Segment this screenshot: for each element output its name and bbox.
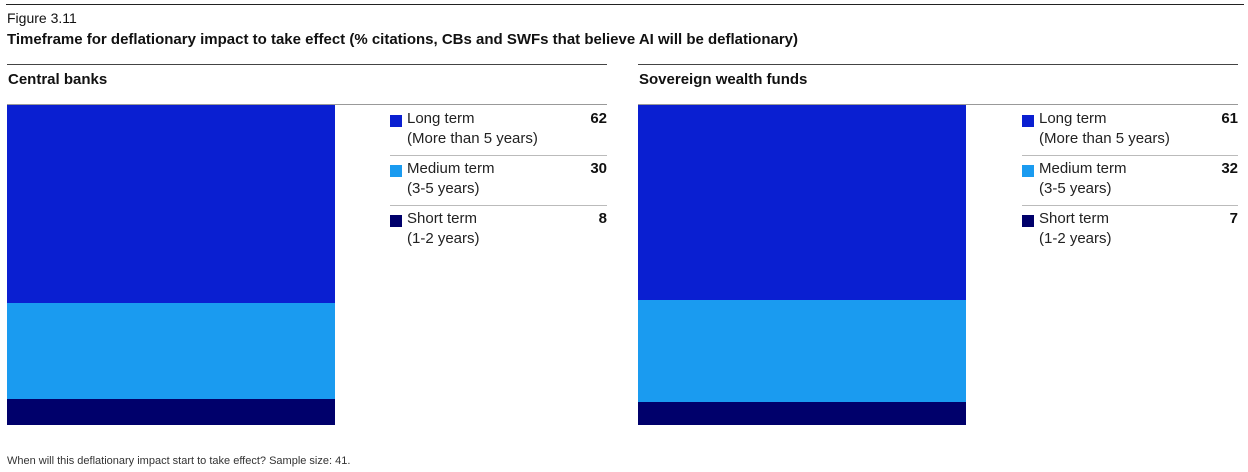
- legend-detail: (1-2 years): [1039, 230, 1112, 247]
- stacked-bar: [7, 105, 335, 425]
- panel-title: Central banks: [8, 71, 108, 88]
- legend-label: Long term: [407, 110, 475, 127]
- footnote: When will this deflationary impact start…: [7, 455, 351, 467]
- panel-rule-lower: [638, 104, 1238, 105]
- stacked-bar: [638, 105, 966, 425]
- legend-detail: (More than 5 years): [1039, 130, 1170, 147]
- panel-title: Sovereign wealth funds: [639, 71, 808, 88]
- legend-detail: (More than 5 years): [407, 130, 538, 147]
- legend-separator: [1022, 205, 1238, 206]
- legend-item: Short term (1-2 years) 7: [1022, 205, 1238, 255]
- legend-swatch: [1022, 115, 1034, 127]
- legend-label: Medium term: [1039, 160, 1127, 177]
- legend-label: Medium term: [407, 160, 495, 177]
- bar-segment-long-term: [7, 105, 335, 303]
- legend-value: 8: [598, 210, 607, 227]
- bar-segment-medium-term: [7, 303, 335, 399]
- top-rule: [6, 4, 1244, 5]
- legend-value: 7: [1229, 210, 1238, 227]
- legend-separator: [390, 155, 607, 156]
- panel-sovereign-wealth-funds: Sovereign wealth funds Long term (More th…: [638, 64, 1238, 426]
- panel-rule-lower: [7, 104, 607, 105]
- bar-segment-medium-term: [638, 300, 966, 402]
- legend-label: Long term: [1039, 110, 1107, 127]
- panel-central-banks: Central banks Long term (More than 5 year…: [7, 64, 607, 426]
- legend-swatch: [1022, 165, 1034, 177]
- legend-label: Short term: [1039, 210, 1110, 227]
- figure-title: Timeframe for deflationary impact to tak…: [7, 31, 799, 48]
- legend-detail: (3-5 years): [407, 180, 480, 197]
- bar-segment-short-term: [638, 402, 966, 425]
- legend-item: Medium term (3-5 years) 30: [390, 155, 607, 205]
- legend-item: Long term (More than 5 years) 61: [1022, 105, 1238, 155]
- legend-detail: (3-5 years): [1039, 180, 1112, 197]
- legend-value: 30: [590, 160, 607, 177]
- legend-value: 62: [590, 110, 607, 127]
- legend-swatch: [390, 115, 402, 127]
- bar-segment-long-term: [638, 105, 966, 300]
- legend-value: 61: [1221, 110, 1238, 127]
- legend-swatch: [390, 165, 402, 177]
- legend-label: Short term: [407, 210, 478, 227]
- legend-separator: [1022, 155, 1238, 156]
- bar-segment-short-term: [7, 399, 335, 425]
- legend-value: 32: [1221, 160, 1238, 177]
- legend-swatch: [390, 215, 402, 227]
- panel-rule: [7, 64, 607, 65]
- legend-item: Long term (More than 5 years) 62: [390, 105, 607, 155]
- legend-separator: [390, 205, 607, 206]
- legend-item: Medium term (3-5 years) 32: [1022, 155, 1238, 205]
- legend-detail: (1-2 years): [407, 230, 480, 247]
- panel-rule: [638, 64, 1238, 65]
- legend-swatch: [1022, 215, 1034, 227]
- legend-item: Short term (1-2 years) 8: [390, 205, 607, 255]
- figure-label: Figure 3.11: [7, 10, 77, 26]
